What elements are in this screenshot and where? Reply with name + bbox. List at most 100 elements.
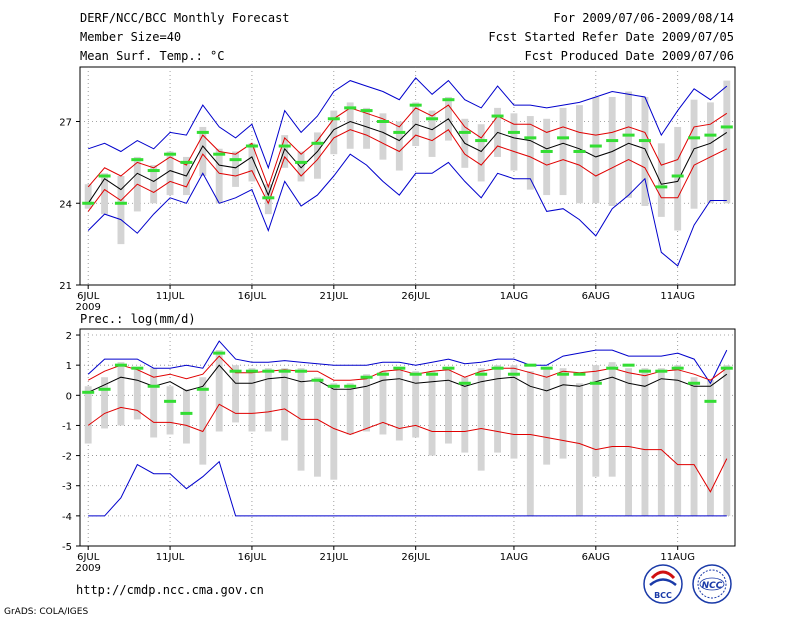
spread-box (690, 99, 698, 209)
grads-credit: GrADS: COLA/IGES (4, 607, 88, 617)
y-tick-label: -3 (62, 482, 72, 493)
spread-box (592, 365, 600, 477)
spread-box (313, 132, 321, 179)
x-tick-label: 11JUL (156, 291, 185, 302)
spread-box (641, 368, 649, 516)
spread-box (559, 107, 567, 196)
spread-box (248, 368, 256, 432)
spread-box (346, 383, 354, 435)
spread-box (674, 126, 682, 231)
min-line (87, 153, 727, 267)
spread-box (281, 135, 289, 168)
temperature-panel: 6JUL 11JUL 16JUL 21JUL 26JUL 1AUG 6AUG 11AUG 200… (59, 66, 736, 313)
plot-frame (79, 66, 736, 286)
spread-box (706, 102, 714, 204)
spread-box (215, 148, 223, 204)
spread-box (379, 113, 387, 160)
spread-box (232, 365, 240, 423)
spread-box (543, 368, 551, 465)
spread-box (526, 116, 534, 190)
variable-label: Mean Surf. Temp.: °C (80, 49, 225, 63)
lower-sd-line (87, 129, 728, 212)
footer-url[interactable]: http://cmdp.ncc.cma.gov.cn (76, 583, 264, 597)
spread-box (412, 371, 420, 438)
y-tick-label: -4 (62, 512, 72, 523)
figure-title: DERF/NCC/BCC Monthly Forecast (80, 11, 290, 25)
max-line (88, 77, 728, 170)
forecast-period-label: For 2009/07/06-2009/08/14 (553, 11, 734, 25)
mean-line (87, 364, 728, 393)
spread-box (526, 371, 534, 516)
spread-box (461, 377, 469, 453)
spread-box (395, 368, 403, 441)
spread-box (477, 368, 485, 471)
spread-box (395, 121, 403, 171)
spread-box (444, 368, 452, 444)
x-tick-label: 6AUG (582, 291, 610, 302)
spread-box (215, 350, 223, 432)
spread-box (199, 377, 207, 465)
y-tick-label: 21 (59, 281, 72, 292)
spread-box (575, 105, 583, 204)
upper-sd-line (87, 104, 728, 189)
x-tick-label: 6JUL (77, 552, 100, 563)
spread-box (166, 386, 174, 435)
year-label: 2009 (75, 563, 100, 574)
x-tick-label: 11AUG (660, 291, 695, 302)
spread-box (363, 107, 371, 149)
spread-box (657, 143, 665, 217)
spread-box (592, 96, 600, 204)
spread-box (150, 165, 158, 204)
y-tick-label: 1 (66, 361, 72, 372)
spread-box (84, 386, 92, 444)
spread-box (150, 368, 158, 438)
spread-box (510, 365, 518, 459)
year-label: 2009 (75, 302, 100, 313)
spread-box (182, 389, 190, 444)
bcc-logo-text: BCC (654, 591, 672, 600)
spread-box (494, 365, 502, 453)
x-tick-label: 6JUL (77, 291, 100, 302)
x-tick-label: 26JUL (401, 552, 430, 563)
spread-box (346, 102, 354, 149)
ncc-logo-text: NCC (702, 581, 723, 591)
spread-box (706, 380, 714, 516)
precipitation-panel: 6JUL 11JUL 16JUL 21JUL 26JUL 1AUG 6AUG 11AUG 200… (62, 328, 736, 574)
spread-box (313, 377, 321, 477)
y-tick-label: 24 (59, 199, 72, 210)
x-tick-label: 1AUG (500, 552, 528, 563)
max-line (87, 340, 728, 385)
fcst-started-label: Fcst Started Refer Date 2009/07/05 (488, 30, 734, 44)
spread-box (575, 383, 583, 516)
spread-box (625, 91, 633, 198)
min-line (88, 460, 727, 517)
spread-box (232, 151, 240, 187)
spread-box (428, 371, 436, 456)
plot-frame (79, 328, 736, 547)
x-tick-label: 1AUG (500, 291, 528, 302)
spread-box (199, 126, 207, 176)
spread-box (510, 113, 518, 171)
x-tick-label: 21JUL (320, 291, 349, 302)
spread-box (641, 96, 649, 206)
lower-sd-line (87, 403, 728, 493)
y-tick-label: 2 (66, 331, 72, 342)
spread-box (297, 151, 305, 182)
spread-box (559, 368, 567, 459)
spread-box (330, 383, 338, 480)
y-tick-label: -2 (62, 452, 72, 463)
fcst-produced-label: Fcst Produced Date 2009/07/06 (524, 49, 734, 63)
spread-box (690, 377, 698, 516)
spread-box (281, 368, 289, 441)
spread-box (101, 377, 109, 429)
x-tick-label: 11JUL (156, 552, 185, 563)
spread-box (477, 124, 485, 182)
member-size-label: Member Size=40 (80, 30, 181, 44)
spread-box (117, 362, 125, 426)
spread-box (674, 365, 682, 516)
y-tick-label: 27 (59, 118, 72, 129)
spread-box (363, 374, 371, 432)
spread-box (248, 143, 256, 182)
spread-box (379, 371, 387, 435)
